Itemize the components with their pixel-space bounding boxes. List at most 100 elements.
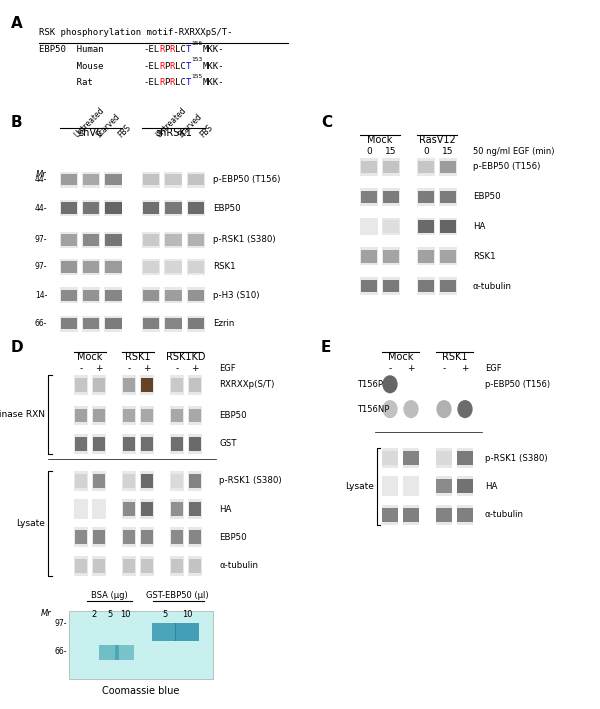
Bar <box>122 474 136 488</box>
Bar <box>170 527 184 547</box>
Text: R: R <box>159 62 164 71</box>
Bar <box>122 502 136 516</box>
Text: Mr: Mr <box>36 170 47 179</box>
Text: p-EBP50 (T156): p-EBP50 (T156) <box>213 175 280 184</box>
Bar <box>165 318 182 330</box>
Bar <box>74 556 88 576</box>
Text: 14-: 14- <box>35 291 47 300</box>
Bar <box>143 318 160 330</box>
Circle shape <box>382 375 398 393</box>
Text: R: R <box>170 62 175 71</box>
Text: RSK1: RSK1 <box>125 352 151 362</box>
Text: 5: 5 <box>107 610 112 619</box>
Bar <box>170 471 184 491</box>
Bar <box>92 378 106 392</box>
Bar <box>383 161 400 173</box>
Text: -EL: -EL <box>143 62 160 71</box>
Bar <box>99 645 119 659</box>
Text: 44-: 44- <box>35 175 47 184</box>
Text: 153: 153 <box>191 57 202 62</box>
Bar <box>140 375 154 395</box>
Bar <box>140 471 154 491</box>
Bar <box>122 434 136 454</box>
Bar <box>187 316 205 332</box>
Text: T: T <box>185 78 191 87</box>
Bar <box>69 611 213 679</box>
Bar <box>436 479 452 493</box>
Bar <box>106 289 121 301</box>
Text: EBP50: EBP50 <box>219 533 247 542</box>
Bar <box>140 437 154 451</box>
Bar <box>187 174 204 186</box>
Text: R: R <box>159 45 164 55</box>
Text: Kinase RXN: Kinase RXN <box>0 410 45 419</box>
Bar <box>140 378 154 392</box>
Bar <box>188 530 202 545</box>
Bar <box>140 474 154 488</box>
Bar <box>143 289 160 301</box>
Bar <box>436 476 452 496</box>
Text: HA: HA <box>485 482 497 491</box>
Bar <box>382 188 400 206</box>
Bar <box>143 202 160 214</box>
Text: 15: 15 <box>385 147 397 157</box>
Bar <box>74 378 88 392</box>
Bar <box>187 261 204 273</box>
Bar <box>74 527 88 547</box>
Bar <box>170 556 184 576</box>
Circle shape <box>403 400 419 418</box>
Text: 156: 156 <box>191 41 202 46</box>
Bar <box>140 406 154 425</box>
Text: RSK1: RSK1 <box>213 262 236 272</box>
Bar <box>361 191 377 203</box>
Bar <box>457 476 473 496</box>
Text: 10: 10 <box>120 610 131 619</box>
Text: 10: 10 <box>182 610 193 619</box>
Bar <box>61 202 77 214</box>
Bar <box>74 406 88 425</box>
Bar <box>83 261 100 273</box>
Text: E: E <box>321 340 331 355</box>
Text: 44-: 44- <box>35 203 47 213</box>
Bar <box>106 174 121 186</box>
Bar <box>187 289 204 301</box>
Text: EBP50: EBP50 <box>473 192 500 201</box>
Bar <box>74 474 88 488</box>
Bar <box>106 234 121 246</box>
Bar <box>188 437 202 451</box>
Bar <box>142 287 160 303</box>
Bar <box>142 259 160 275</box>
Bar <box>92 499 106 519</box>
Bar <box>418 250 434 262</box>
Bar <box>440 220 456 233</box>
Text: +: + <box>461 364 469 374</box>
Bar <box>142 316 160 332</box>
Bar <box>60 259 78 275</box>
Text: shRSK1: shRSK1 <box>155 128 192 138</box>
Text: T156P: T156P <box>357 380 383 389</box>
Bar <box>457 448 473 468</box>
Bar <box>403 448 419 468</box>
Text: T: T <box>185 45 191 55</box>
Bar <box>170 474 184 488</box>
Bar <box>188 474 202 488</box>
Bar <box>104 287 122 303</box>
Bar <box>61 289 77 301</box>
Text: shVC: shVC <box>79 128 104 138</box>
Bar <box>170 502 184 516</box>
Bar <box>83 174 100 186</box>
Text: GST: GST <box>219 440 236 448</box>
Bar <box>165 289 182 301</box>
Bar <box>382 277 400 295</box>
Bar <box>188 559 202 573</box>
Bar <box>74 559 88 573</box>
Bar <box>60 287 78 303</box>
Bar <box>104 172 122 188</box>
Bar <box>361 250 377 262</box>
Bar <box>383 220 400 233</box>
Bar <box>122 375 136 395</box>
Bar <box>82 232 100 248</box>
Bar <box>417 218 435 235</box>
Bar <box>74 437 88 451</box>
Bar <box>82 287 100 303</box>
